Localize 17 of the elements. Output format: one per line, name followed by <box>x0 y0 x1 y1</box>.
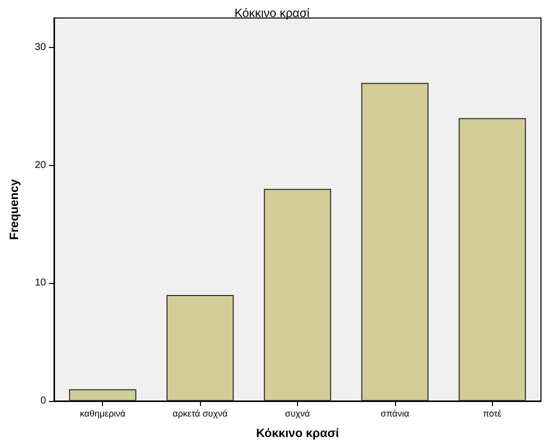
y-tick-label: 30 <box>34 42 46 53</box>
bar <box>361 82 429 401</box>
x-tick-label: ποτέ <box>483 408 502 418</box>
y-tick-label: 0 <box>40 396 46 406</box>
x-axis-title: Κόκκινο κρασί <box>256 426 339 440</box>
y-tick-label: 10 <box>34 278 46 289</box>
bar <box>264 188 332 401</box>
y-axis-title: Frequency <box>7 178 21 240</box>
chart-title: Κόκκινο κρασί <box>234 6 310 20</box>
bar <box>69 389 136 401</box>
x-tick-label: συχνά <box>285 408 310 418</box>
y-tick-label: 20 <box>34 160 46 171</box>
x-tick-label: σπάνια <box>380 408 410 418</box>
bar <box>166 294 234 401</box>
x-tick-label: καθημερινά <box>80 408 126 418</box>
bar <box>458 118 526 401</box>
x-tick-label: αρκετά συχνά <box>172 408 228 418</box>
